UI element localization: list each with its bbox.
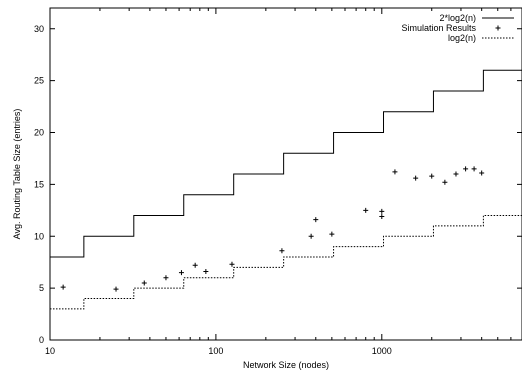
y-tick-label: 15: [34, 179, 44, 189]
x-tick-label: 10: [45, 346, 55, 356]
y-tick-label: 30: [34, 24, 44, 34]
data-point: [178, 270, 184, 276]
data-point: [429, 173, 435, 179]
x-tick-label: 100: [208, 346, 223, 356]
data-point: [329, 231, 335, 237]
data-point: [363, 207, 369, 213]
data-point: [113, 286, 119, 292]
data-point: [192, 262, 198, 268]
series-simulation-results: [60, 166, 485, 292]
legend-marker: [495, 25, 501, 31]
ticks-layer: 0 5 10 15 20 25 30 10 100 1000: [34, 8, 522, 356]
plot-frame: [49, 7, 522, 341]
data-point: [229, 261, 235, 267]
series-layer: [50, 69, 522, 310]
legend-label: Simulation Results: [401, 23, 476, 33]
y-tick-label: 20: [34, 128, 44, 138]
data-point: [471, 166, 477, 172]
data-point: [308, 233, 314, 239]
data-point: [379, 208, 385, 214]
data-point: [442, 179, 448, 185]
data-point: [463, 166, 469, 172]
series-line-log2-n: [50, 215, 522, 310]
data-point: [413, 175, 419, 181]
data-point: [279, 248, 285, 254]
data-point: [313, 217, 319, 223]
data-point: [392, 169, 398, 175]
x-tick-label: 1000: [372, 346, 392, 356]
legend-label: log2(n): [448, 33, 476, 43]
data-point: [163, 275, 169, 281]
y-tick-label: 5: [39, 283, 44, 293]
y-axis-label: Avg. Routing Table Size (entries): [12, 109, 22, 240]
data-point: [203, 269, 209, 275]
x-axis-label: Network Size (nodes): [243, 360, 329, 370]
series-line-2-log2-n: [50, 69, 522, 258]
y-tick-label: 25: [34, 76, 44, 86]
legend-label: 2*log2(n): [439, 13, 476, 23]
y-tick-label: 10: [34, 231, 44, 241]
y-tick-label: 0: [39, 335, 44, 345]
data-point: [453, 171, 459, 177]
data-point: [60, 284, 66, 290]
data-point: [479, 170, 485, 176]
data-point: [141, 280, 147, 286]
data-point: [379, 214, 385, 220]
